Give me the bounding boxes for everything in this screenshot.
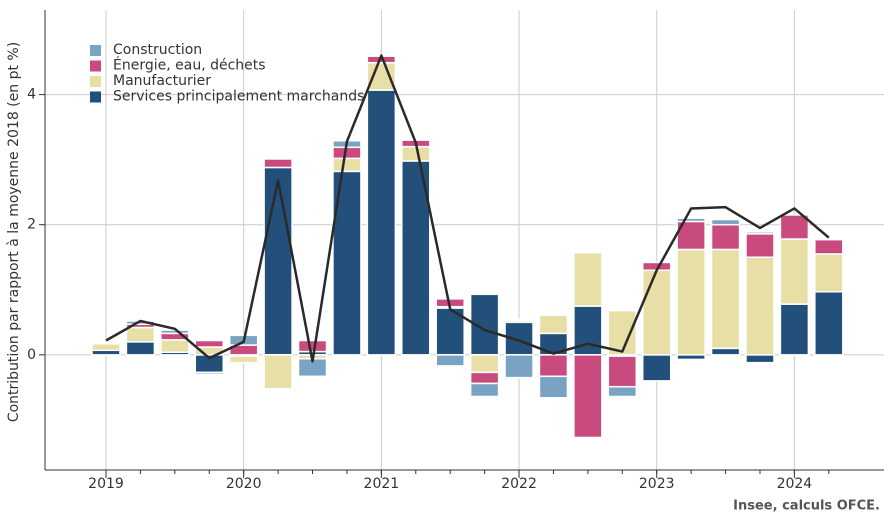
x-tick-label: 2023 [639, 476, 675, 492]
bar-segment [779, 238, 810, 305]
legend-label: Énergie, eau, déchets [113, 57, 266, 74]
bar-segment [779, 214, 810, 240]
bar-segment [538, 375, 569, 399]
bar-segment [469, 371, 500, 385]
bar-segment [194, 339, 225, 348]
legend-label: Services principalement marchands [113, 89, 364, 105]
bar-segment [745, 233, 775, 258]
x-tick-label: 2024 [777, 476, 813, 492]
legend-swatch [90, 45, 101, 56]
bar-segment [91, 340, 121, 344]
bar-segment [641, 354, 672, 382]
bar-segment [263, 158, 293, 169]
bar-segment [573, 251, 603, 307]
bar-segment [160, 329, 190, 335]
bar-segment [91, 343, 121, 352]
total-line [105, 54, 830, 363]
bar-segment [676, 248, 706, 356]
legend-swatch [90, 91, 101, 103]
bar-segment [573, 354, 603, 439]
bar-segment [710, 223, 741, 251]
bar-segment [607, 385, 638, 398]
bar-segment [263, 354, 293, 390]
x-tick-label: 2021 [364, 476, 400, 492]
bar-segment [504, 318, 534, 322]
bar-segment [814, 290, 844, 356]
x-tick-label: 2022 [501, 476, 537, 492]
bar-segment [469, 382, 500, 398]
bar-segment [435, 354, 465, 367]
bar-segment [297, 339, 328, 353]
bar-segment [332, 157, 362, 173]
bar-segment [538, 354, 569, 378]
legend-label: Construction [113, 42, 202, 58]
bar-segment [814, 253, 844, 293]
y-tick-label: 4 [27, 87, 36, 103]
bar-segment [745, 231, 775, 235]
y-tick-label: 0 [27, 347, 36, 363]
y-axis-label: Contribution par rapport à la moyenne 20… [6, 42, 22, 422]
bar-segment [160, 339, 190, 353]
x-tick-label: 2020 [226, 476, 262, 492]
bar-segment [814, 238, 844, 255]
bar-segment [710, 218, 741, 226]
bar-segment [228, 355, 259, 364]
bar-segment [745, 256, 775, 356]
bar-segment [710, 347, 741, 356]
bar-segment [745, 354, 775, 364]
source: Insee, calculs OFCE. [733, 499, 880, 514]
bar-segment [504, 354, 534, 379]
legend-swatch [90, 60, 101, 72]
bar-segment [366, 61, 397, 91]
y-tick-label: 2 [27, 217, 36, 233]
bar-segment [607, 355, 638, 388]
bar-segment [779, 303, 810, 356]
x-tick-label: 2019 [88, 476, 124, 492]
bar-segment [676, 217, 706, 223]
bar-segment [366, 89, 397, 356]
legend-label: Manufacturier [113, 73, 211, 89]
bar-segment [538, 314, 569, 335]
bar-segment [263, 166, 293, 356]
bar-segment [125, 326, 156, 343]
bar-segment [125, 341, 156, 356]
bar-segment [469, 354, 500, 374]
bar-segment [194, 371, 225, 376]
bar-segment [641, 269, 672, 356]
legend-swatch [90, 76, 101, 87]
bar-segment [710, 248, 741, 350]
